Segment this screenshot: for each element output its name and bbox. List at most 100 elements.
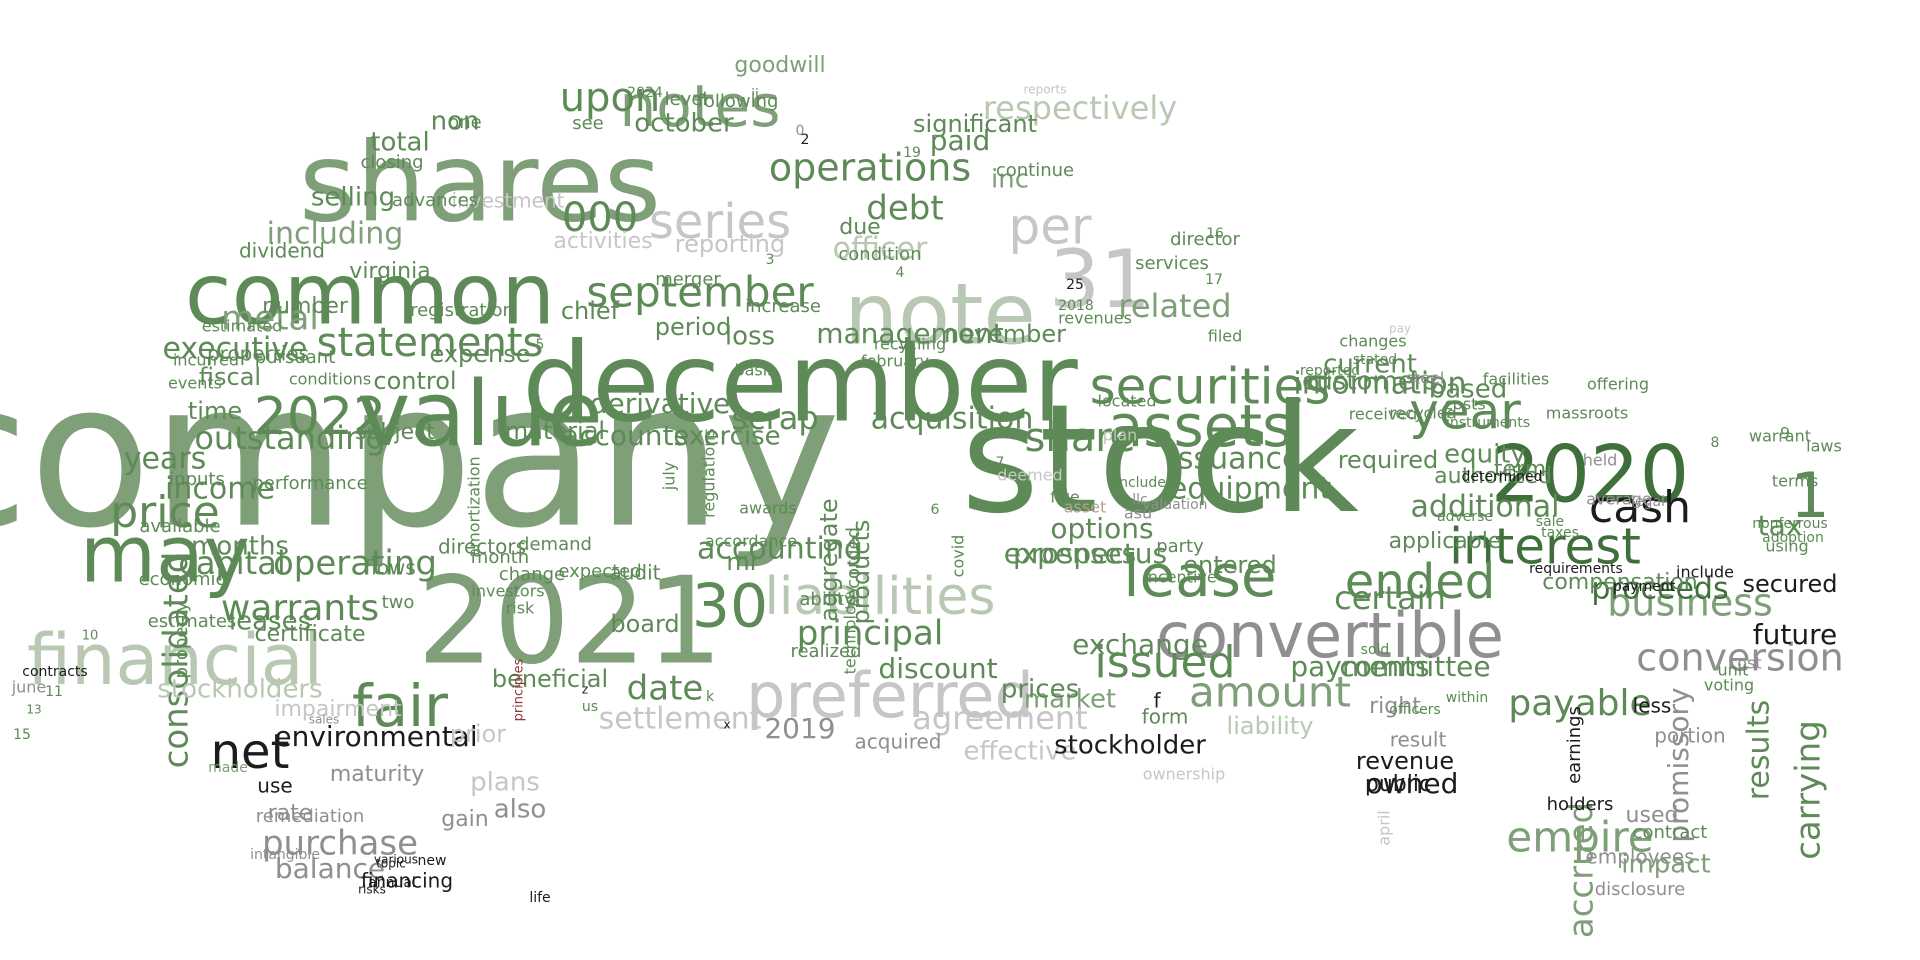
word-cloud-word: closing bbox=[360, 152, 423, 173]
word-cloud-word: due bbox=[839, 215, 880, 240]
word-cloud-word: advances bbox=[392, 190, 478, 211]
word-cloud-word: level bbox=[665, 89, 708, 110]
word-cloud-word: goodwill bbox=[734, 53, 825, 78]
word-cloud-word: non bbox=[431, 107, 480, 137]
word-cloud-word: stock bbox=[961, 373, 1359, 547]
word-cloud-word: inc bbox=[991, 165, 1029, 195]
word-cloud-word: rate bbox=[268, 801, 313, 826]
word-cloud-word: derivative bbox=[590, 387, 731, 420]
word-cloud-word: investors bbox=[471, 582, 544, 601]
word-cloud-word: metal bbox=[221, 299, 319, 339]
word-cloud-word: payable bbox=[1508, 683, 1651, 724]
word-cloud-word: consolidated bbox=[157, 552, 197, 769]
word-cloud-word: accordance bbox=[705, 532, 797, 551]
word-cloud-word: chief bbox=[561, 297, 620, 325]
word-cloud-word: awards bbox=[739, 499, 796, 518]
word-cloud-word: adoption bbox=[1762, 530, 1824, 546]
word-cloud-word: board bbox=[610, 610, 679, 638]
word-cloud-word: various bbox=[374, 853, 418, 867]
word-cloud-word: debt bbox=[866, 189, 943, 229]
word-cloud-word: issuance bbox=[1170, 442, 1301, 477]
word-cloud-word: issued bbox=[1095, 637, 1236, 688]
word-cloud-word: reported bbox=[1300, 363, 1360, 379]
word-cloud-word: 8 bbox=[1711, 435, 1720, 451]
word-cloud-word: based bbox=[1429, 375, 1507, 405]
word-cloud-word: expense bbox=[429, 340, 530, 368]
word-cloud-word: remediation bbox=[256, 806, 365, 827]
word-cloud-word: pay bbox=[1389, 322, 1411, 336]
word-cloud-word: 2024 bbox=[627, 85, 663, 101]
word-cloud-word: promissory bbox=[1662, 687, 1695, 842]
word-cloud-word: portion bbox=[1654, 724, 1725, 748]
word-cloud-word: unit bbox=[1718, 661, 1749, 680]
word-cloud-word: outstanding bbox=[194, 419, 385, 457]
word-cloud-word: material bbox=[505, 417, 605, 445]
word-cloud-word: services bbox=[1135, 253, 1209, 274]
word-cloud-word: one bbox=[448, 112, 482, 133]
word-cloud-word: 6 bbox=[931, 502, 940, 518]
word-cloud-word: 2022 bbox=[254, 387, 386, 447]
word-cloud-word: 2 bbox=[801, 132, 810, 148]
word-cloud-word: sales bbox=[309, 713, 340, 727]
word-cloud-word: included bbox=[1115, 475, 1175, 491]
word-cloud-word: employees bbox=[1585, 845, 1694, 869]
word-cloud-word: party bbox=[1156, 536, 1204, 557]
word-cloud-word: basis bbox=[734, 361, 775, 380]
word-cloud-word: securities bbox=[1090, 358, 1331, 416]
word-cloud-word: accounts bbox=[562, 419, 688, 452]
word-cloud-word: taxes bbox=[1541, 525, 1579, 541]
word-cloud-word: deemed bbox=[997, 466, 1062, 485]
word-cloud-word: condition bbox=[838, 244, 921, 265]
word-cloud-word: business bbox=[1607, 581, 1773, 625]
word-cloud-word: company bbox=[0, 340, 841, 573]
word-cloud-word: instruments bbox=[1446, 415, 1530, 431]
word-cloud-word: operations bbox=[769, 146, 971, 190]
word-cloud-word: purchase bbox=[262, 824, 418, 864]
word-cloud-word: use bbox=[257, 774, 292, 798]
word-cloud-word: effective bbox=[963, 737, 1076, 767]
word-cloud-word: officers bbox=[1389, 702, 1440, 718]
word-cloud-word: per bbox=[1008, 198, 1092, 256]
word-cloud-word: 000 bbox=[562, 195, 638, 241]
word-cloud-word: increase bbox=[745, 296, 821, 317]
word-cloud-word: carrying bbox=[1789, 720, 1829, 860]
word-cloud-word: respectively bbox=[983, 89, 1177, 127]
word-cloud-word: nonferrous bbox=[1752, 516, 1828, 532]
word-cloud-word: year bbox=[1409, 383, 1521, 441]
word-cloud-word: loss bbox=[725, 322, 775, 352]
word-cloud-word: contracts bbox=[22, 664, 87, 680]
word-cloud-word: costs bbox=[1444, 395, 1486, 414]
word-cloud-word: k bbox=[706, 689, 715, 705]
word-cloud-word: products bbox=[847, 520, 875, 625]
word-cloud-word: december bbox=[522, 318, 1078, 446]
word-cloud-word: director bbox=[1170, 229, 1240, 250]
word-cloud-word: registration bbox=[410, 300, 514, 321]
word-cloud-word: common bbox=[185, 245, 555, 344]
word-cloud-word: tax bbox=[1758, 509, 1803, 542]
word-cloud-word: gain bbox=[441, 807, 489, 832]
word-cloud-word: note bbox=[844, 265, 1036, 364]
word-cloud-word: settlement bbox=[599, 702, 762, 737]
word-cloud-word: paid bbox=[930, 124, 990, 157]
word-cloud-word: notes bbox=[620, 72, 781, 140]
word-cloud-word: secured bbox=[1742, 570, 1837, 598]
word-cloud-word: convertible bbox=[1156, 599, 1504, 672]
word-cloud-word: incentive bbox=[1143, 568, 1216, 587]
word-cloud-word: stockholder bbox=[1054, 731, 1206, 761]
word-cloud-word: information bbox=[1293, 367, 1466, 402]
word-cloud-word: month bbox=[471, 547, 529, 568]
word-cloud-word: 7 bbox=[996, 455, 1005, 471]
word-cloud-word: demand bbox=[518, 534, 592, 555]
word-cloud-word: capital bbox=[178, 544, 285, 582]
word-cloud-word: ended bbox=[1345, 554, 1495, 610]
word-cloud-word: laws bbox=[1806, 437, 1842, 456]
word-cloud-word: empire bbox=[1506, 813, 1653, 862]
word-cloud-word: merger bbox=[655, 269, 721, 290]
word-cloud-word: 30 bbox=[692, 572, 768, 642]
word-cloud-word: legal bbox=[1631, 494, 1665, 510]
word-cloud-word: equipment bbox=[1169, 472, 1332, 507]
word-cloud-word: liabilities bbox=[764, 567, 995, 627]
word-cloud-word: exercise bbox=[673, 422, 780, 452]
word-cloud-word: term bbox=[1494, 457, 1546, 482]
word-cloud-word: accrued bbox=[1562, 802, 1602, 938]
